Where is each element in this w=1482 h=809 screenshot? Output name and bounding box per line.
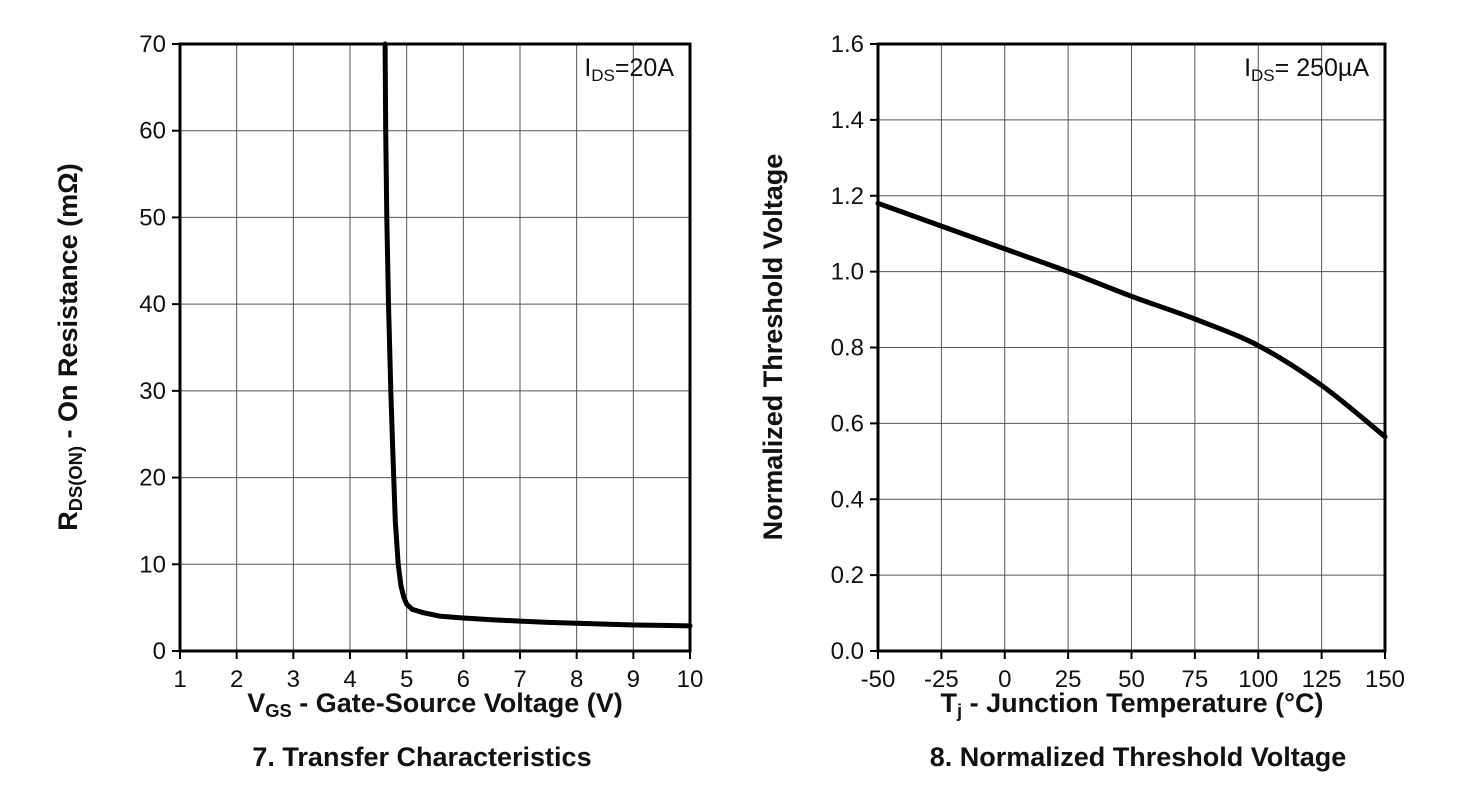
- x-tick-label: 100: [1238, 666, 1278, 693]
- x-tick-label: 150: [1365, 666, 1405, 693]
- x-tick-label: 9: [627, 666, 640, 693]
- x-axis-title-main: T: [940, 688, 958, 718]
- plot-frame: [876, 42, 1387, 653]
- x-tick-label: 5: [400, 666, 413, 693]
- y-tick-label: 1.6: [831, 31, 864, 58]
- y-axis-title: Normalized Threshold Voltage: [758, 154, 792, 541]
- y-axis-title-main: Normalized Threshold Voltage: [757, 153, 788, 541]
- x-tick-label: 3: [287, 666, 300, 693]
- x-tick-label: 2: [230, 666, 243, 693]
- x-tick-label: 4: [343, 666, 356, 693]
- figure-normalized-threshold-voltage: -50 -25 0 25 50 75 100 125 150 0.0 0.2 0.4 0.6 0.8 1.0…: [738, 16, 1482, 809]
- y-tick-label: 0.0: [831, 638, 864, 665]
- y-axis-title: RDS(ON) - On Resistance (mΩ): [53, 163, 87, 531]
- figure-caption: 7. Transfer Characteristics: [252, 742, 592, 772]
- figure-caption: 8. Normalized Threshold Voltage: [929, 742, 1347, 772]
- y-tick-label: 1.4: [831, 107, 864, 134]
- x-axis-title-sub: GS: [265, 700, 292, 722]
- data-curve: [382, 41, 693, 629]
- x-axis-title: Tj - Junction Temperature (°C): [941, 688, 1324, 722]
- x-tick-label: 125: [1302, 666, 1342, 693]
- chart-normalized-threshold-voltage: -50 -25 0 25 50 75 100 125 150 0.0 0.2 0.4 0.6 0.8 1.0…: [831, 31, 1405, 693]
- x-tick-label: -25: [924, 666, 959, 693]
- data-curve: [875, 200, 1388, 440]
- x-tick-label: 50: [1118, 666, 1145, 693]
- x-tick-label: 8: [570, 666, 583, 693]
- y-tick-label: 50: [139, 204, 166, 231]
- y-tick-label: 1.2: [831, 183, 864, 210]
- x-tick-label: 7: [513, 666, 526, 693]
- chart-transfer-characteristics: 1 2 3 4 5 6 7 8 9 10 0 10 20 30 40 50 60 70: [139, 31, 704, 693]
- y-tick-label: 20: [139, 465, 166, 492]
- y-axis-title-sub: DS(ON): [65, 445, 87, 512]
- figure-transfer-characteristics: 1 2 3 4 5 6 7 8 9 10 0 10 20 30 40 50 60 70 RDS(ON) - On …: [40, 16, 780, 809]
- y-tick-label: 40: [139, 291, 166, 318]
- y-tick-label: 1.0: [831, 259, 864, 286]
- x-tick-label: 1: [173, 666, 186, 693]
- y-tick-label: 70: [139, 31, 166, 58]
- y-tick-label: 0.4: [831, 486, 864, 513]
- y-axis-title-main: R: [52, 511, 83, 531]
- y-tick-label: 0: [153, 638, 166, 665]
- x-axis-title-main: V: [247, 688, 266, 718]
- y-tick-label: 0.8: [831, 335, 864, 362]
- x-axis-title: VGS - Gate-Source Voltage (V): [247, 688, 623, 722]
- x-tick-label: 6: [457, 666, 470, 693]
- x-tick-label: -50: [861, 666, 896, 693]
- y-tick-label: 10: [139, 551, 166, 578]
- y-tick-label: 30: [139, 378, 166, 405]
- y-tick-label: 60: [139, 118, 166, 145]
- x-tick-label: 25: [1055, 666, 1082, 693]
- x-tick-label: 10: [677, 666, 704, 693]
- y-axis-title-rest: - On Resistance (mΩ): [52, 163, 83, 446]
- x-tick-label: 75: [1182, 666, 1209, 693]
- x-axis-title-rest: - Gate-Source Voltage (V): [291, 688, 623, 718]
- plot-frame: [178, 42, 692, 653]
- y-tick-label: 0.6: [831, 410, 864, 437]
- x-axis-title-sub: j: [957, 700, 963, 722]
- x-axis-title-rest: - Junction Temperature (°C): [962, 688, 1324, 718]
- y-tick-label: 0.2: [831, 562, 864, 589]
- x-tick-label: 0: [998, 666, 1011, 693]
